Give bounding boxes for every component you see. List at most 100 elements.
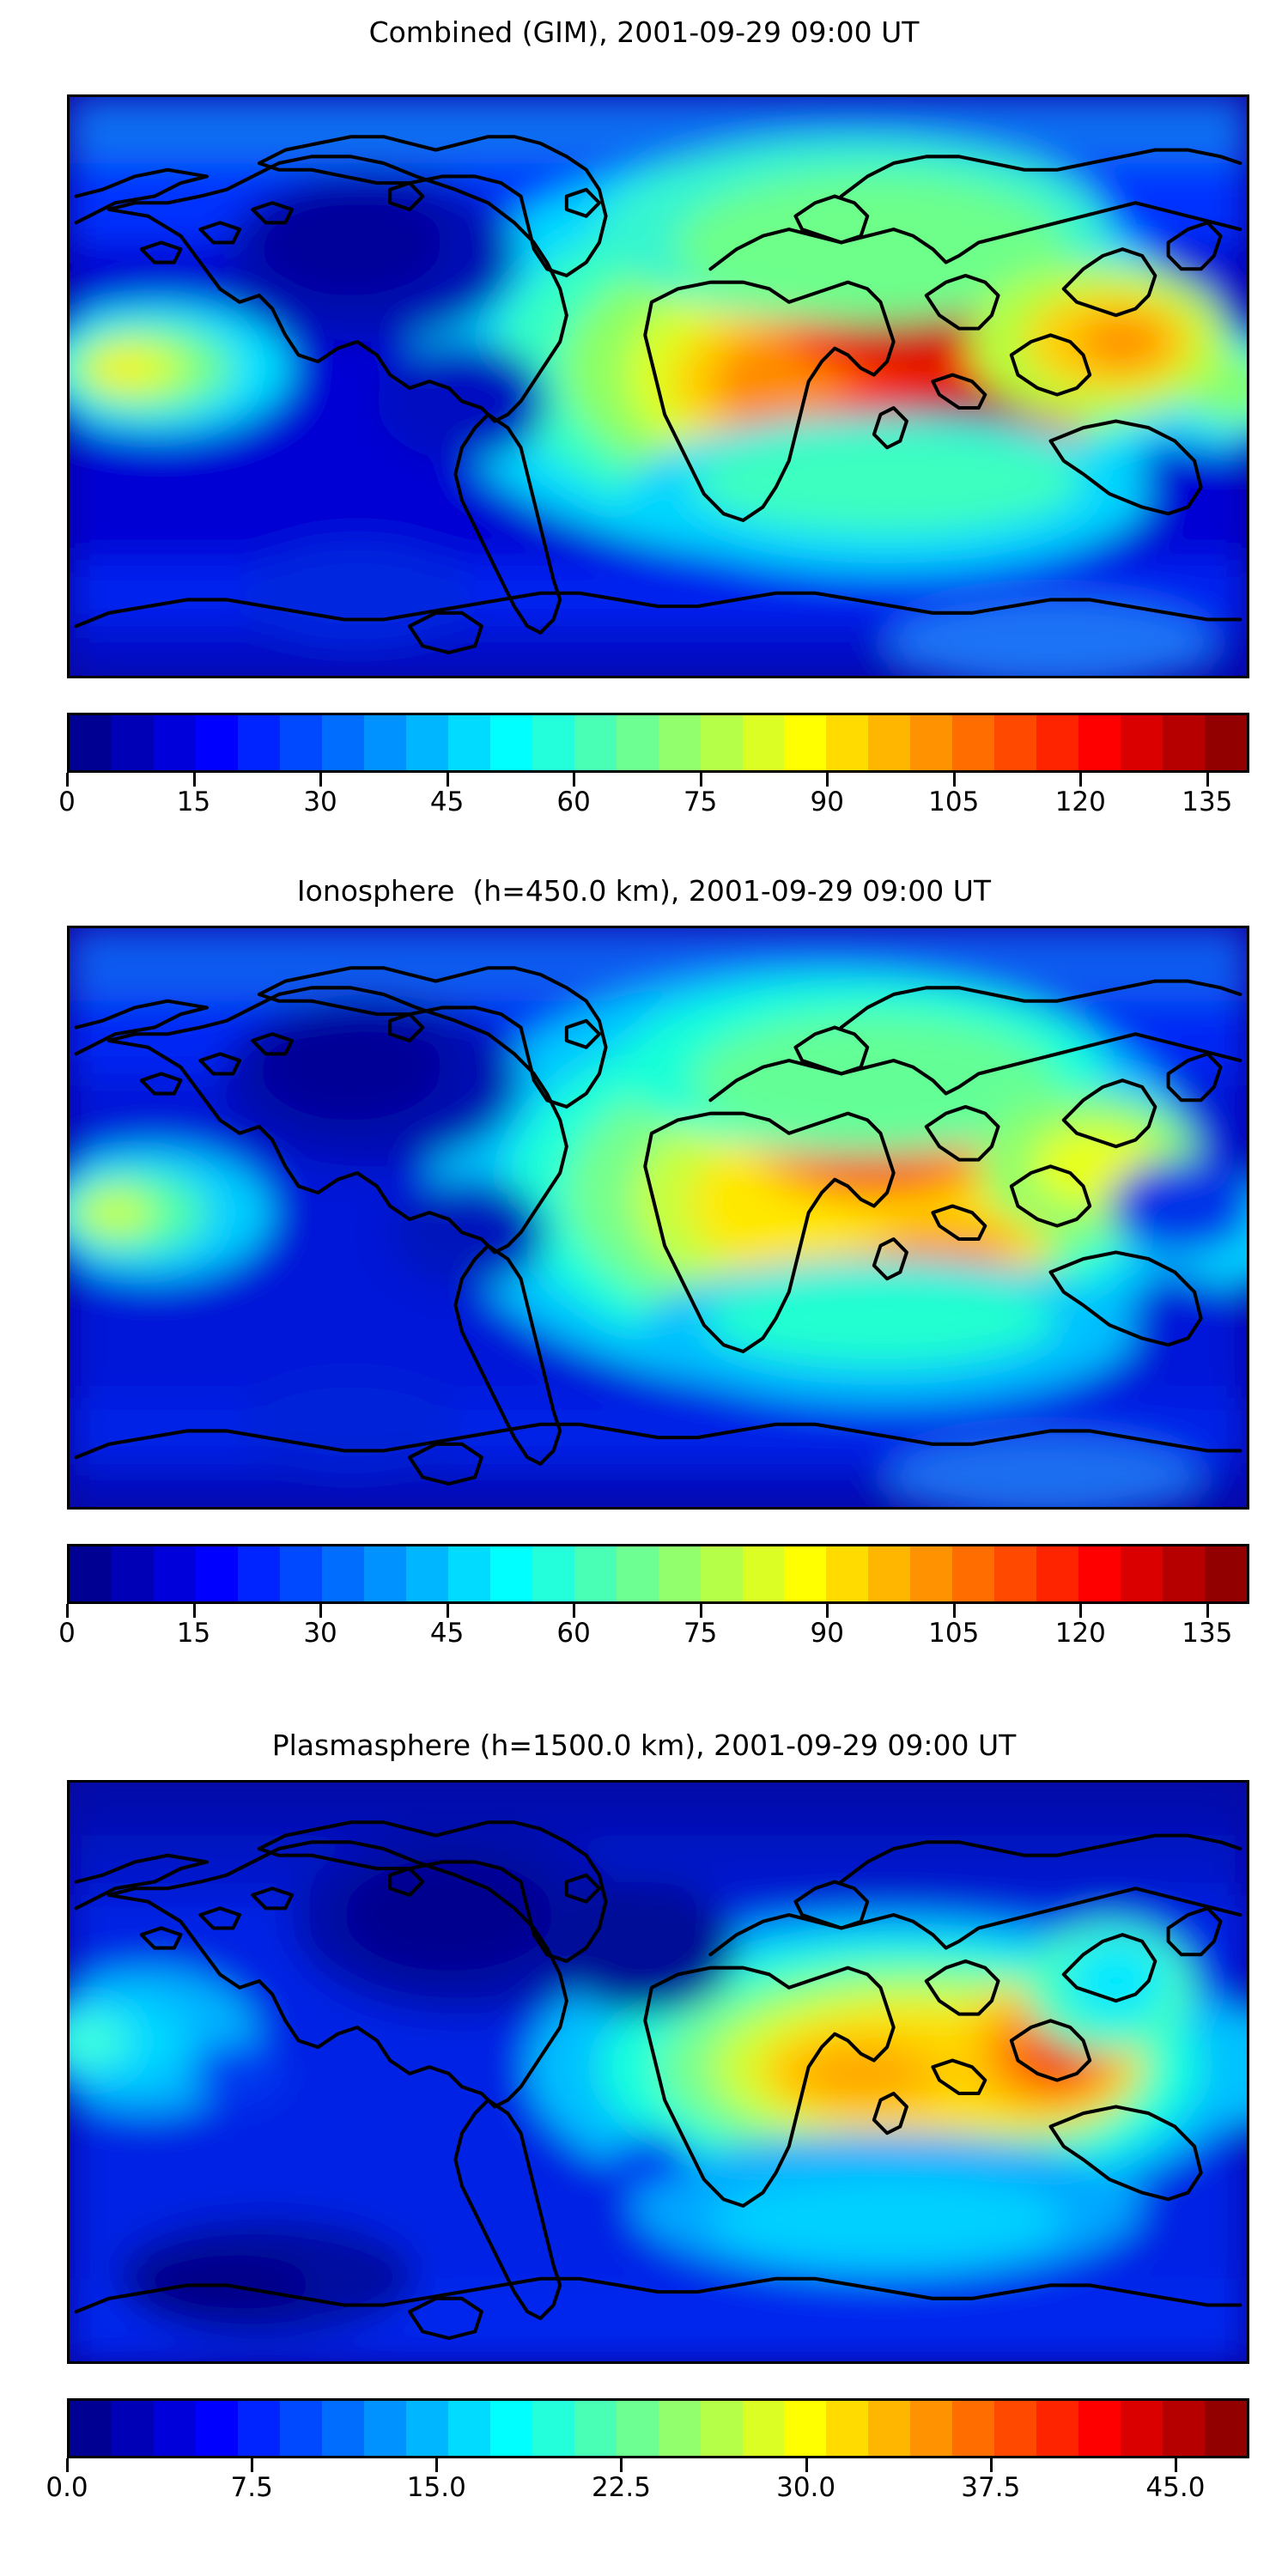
colorbar-tick [446,773,449,787]
colorbar-band [994,1546,1037,1601]
colorbar-band [826,1546,869,1601]
colorbar-tick-label: 15.0 [406,2472,466,2503]
colorbar-band [489,715,532,770]
colorbar-tick-label: 60 [556,1618,591,1649]
colorbar-tick [446,1604,449,1618]
colorbar-band [405,715,448,770]
colorbar-tick [952,773,956,787]
colorbar-band [1163,715,1206,770]
colorbar-bands [70,715,1247,770]
colorbar-tick-label: 22.5 [591,2472,651,2503]
colorbar-tick-label: 0.0 [46,2472,88,2503]
colorbar-band [111,715,154,770]
colorbar-tick [573,773,576,787]
colorbar-ticks-plasmasphere [66,2458,1249,2472]
colorbar-band [1078,1546,1121,1601]
colorbar-tick [1206,1604,1209,1618]
colorbar-band [70,715,112,770]
colorbar-band [1036,2401,1079,2456]
colorbar-band [363,1546,406,1601]
colorbar-band [1205,1546,1247,1601]
colorbar-ticks-combined [66,773,1249,787]
colorbar-tick [319,1604,323,1618]
colorbar-band [1163,1546,1206,1601]
colorbar-band [321,2401,364,2456]
colorbar-band [363,715,406,770]
colorbar-band [237,715,280,770]
colorbar-band [111,2401,154,2456]
colorbar-band [195,2401,238,2456]
colorbar-tick-label: 45 [429,1618,465,1649]
colorbar-band [574,1546,617,1601]
colorbar-band [195,1546,238,1601]
map-axes-ionosphere [67,926,1249,1510]
colorbar-band [826,2401,869,2456]
colorbar-band [153,715,196,770]
colorbar-gradient-ionosphere [67,1544,1249,1604]
colorbar-band [1205,2401,1247,2456]
colorbar-tick-label: 105 [928,787,980,817]
colorbar-plasmasphere: 0.0 7.5 15.0 22.5 30.0 37.5 45.0 [46,2398,1249,2512]
colorbar-tick-label: 15 [176,787,211,817]
colorbar-band [1121,715,1163,770]
colorbar-band [742,1546,785,1601]
map-field-plasmasphere [70,1783,1247,2361]
colorbar-band [1121,1546,1163,1601]
map-field-ionosphere [70,928,1247,1507]
colorbar-labels-combined: 0 15 30 45 60 75 90 105 120 135 [58,787,1249,826]
colorbar-tick [319,773,323,787]
colorbar-tick [989,2458,993,2472]
colorbar-tick-label: 135 [1182,1618,1233,1649]
colorbar-band [868,1546,911,1601]
colorbar-band [784,1546,827,1601]
colorbar-tick-label: 45.0 [1145,2472,1206,2503]
colorbar-band [700,1546,743,1601]
tec-field-svg-ionosphere [70,928,1247,1507]
colorbar-tick-label: 90 [810,787,844,817]
colorbar-band [237,1546,280,1601]
colorbar-band [1036,1546,1079,1601]
colorbar-band [952,2401,995,2456]
colorbar-band [1121,2401,1163,2456]
colorbar-band [111,1546,154,1601]
colorbar-tick-label: 45 [429,787,465,817]
panel-title-ionosphere: Ionosphere (h=450.0 km), 2001-09-29 09:0… [296,874,992,908]
colorbar-band [532,715,574,770]
colorbar-band [868,715,911,770]
colorbar-tick-label: 15 [176,1618,211,1649]
colorbar-band [658,715,701,770]
colorbar-bands [70,1546,1247,1601]
colorbar-tick-label: 105 [928,1618,980,1649]
colorbar-tick [66,2458,69,2472]
panel-combined: Combined (GIM), 2001-09-29 09:00 UT [0,0,1288,859]
colorbar-band [1163,2401,1206,2456]
colorbar-band [952,715,995,770]
colorbar-tick [251,2458,254,2472]
panel-title-plasmasphere: Plasmasphere (h=1500.0 km), 2001-09-29 0… [271,1728,1017,1762]
colorbar-band [405,2401,448,2456]
colorbar-band [910,715,953,770]
coastlines-combined [74,135,1242,655]
colorbar-bands [70,2401,1247,2456]
map-axes-plasmasphere [67,1780,1249,2364]
colorbar-tick-label: 90 [810,1618,844,1649]
colorbar-tick-label: 30 [303,787,337,817]
colorbar-tick [435,2458,439,2472]
colorbar-band [784,2401,827,2456]
colorbar-tick [620,2458,623,2472]
colorbar-band [279,1546,322,1601]
colorbar-tick-label: 30 [303,1618,337,1649]
colorbar-band [489,2401,532,2456]
colorbar-band [1078,2401,1121,2456]
colorbar-tick [699,1604,702,1618]
colorbar-labels-ionosphere: 0 15 30 45 60 75 90 105 120 135 [58,1618,1249,1657]
colorbar-combined: 0 15 30 45 60 75 90 105 120 135 [58,713,1249,826]
colorbar-band [447,715,490,770]
colorbar-band [616,715,659,770]
colorbar-band [910,1546,953,1601]
coastlines-plasmasphere [74,1820,1242,2341]
panel-ionosphere: Ionosphere (h=450.0 km), 2001-09-29 09:0… [0,859,1288,1717]
colorbar-band [1078,715,1121,770]
colorbar-band [489,1546,532,1601]
colorbar-tick [952,1604,956,1618]
